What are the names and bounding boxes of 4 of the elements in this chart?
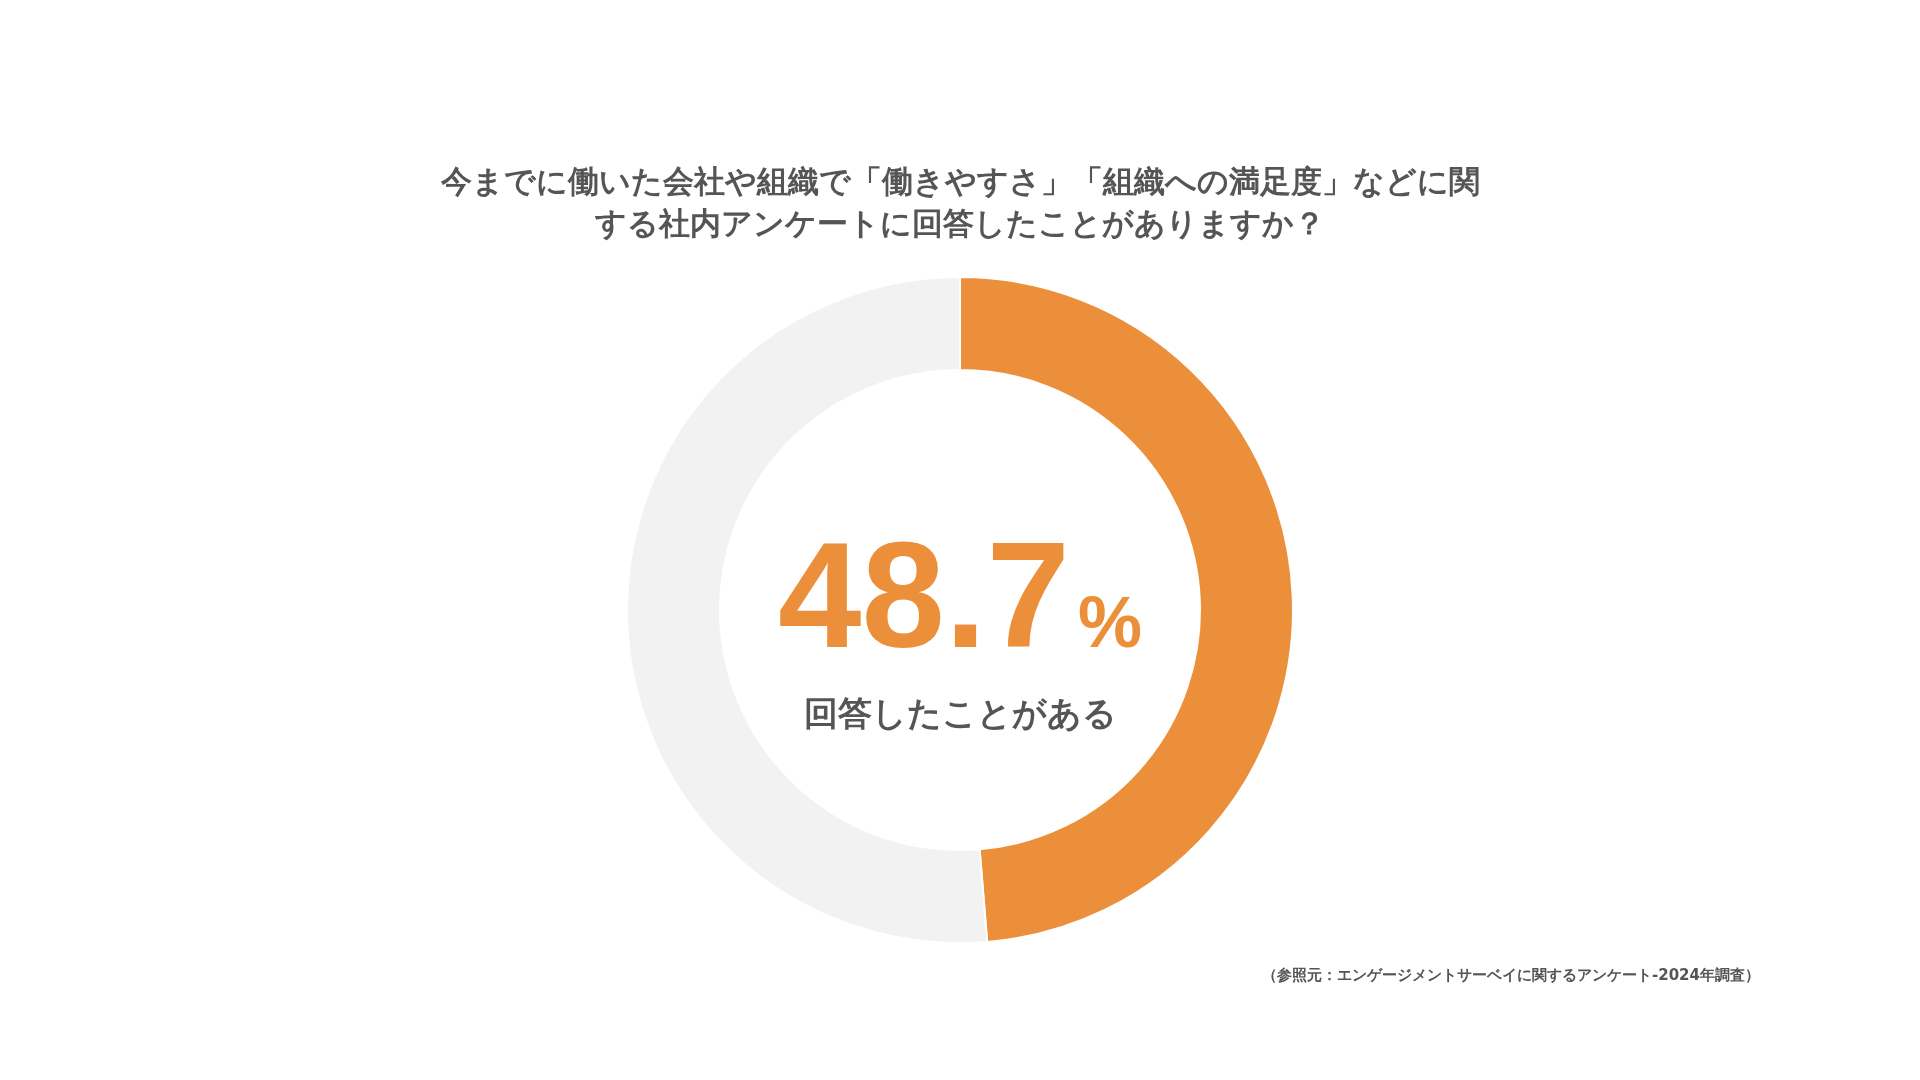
data-label: 48.7%	[778, 511, 1142, 679]
slice-label: 回答したことがある	[803, 693, 1117, 733]
text: （参照元：エンゲージメントサーベイに関するアンケート-2024年調査）	[1262, 966, 1760, 985]
chart-title: 今までに働いた会社や組織で「働きやすさ」「組織への満足度」などに関する社内アンケートに回答したことがありますか？	[439, 162, 1481, 243]
